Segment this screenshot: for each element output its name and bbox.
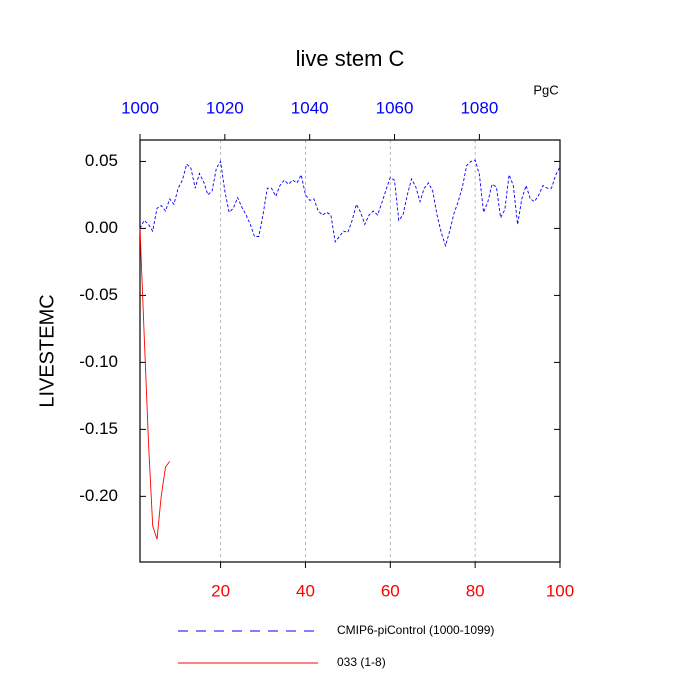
x2-tick-label: 1060	[376, 98, 414, 117]
units-label: PgC	[533, 82, 558, 97]
y-axis-label: LIVESTEMC	[36, 294, 58, 407]
y-tick-label: -0.10	[79, 352, 118, 371]
y-tick-label: -0.15	[79, 419, 118, 438]
x-tick-label: 100	[546, 581, 574, 600]
y-tick-label: -0.05	[79, 285, 118, 304]
y-tick-label: 0.00	[85, 218, 118, 237]
y-tick-label: 0.05	[85, 151, 118, 170]
legend-label: 033 (1-8)	[337, 655, 386, 669]
x-tick-label: 60	[381, 581, 400, 600]
x-tick-label: 80	[466, 581, 485, 600]
x2-tick-label: 1040	[291, 98, 329, 117]
x2-tick-label: 1080	[460, 98, 498, 117]
x-tick-label: 40	[296, 581, 315, 600]
x-tick-label: 20	[211, 581, 230, 600]
plot-frame	[139, 139, 561, 563]
data-line	[139, 228, 171, 540]
data-line	[139, 159, 561, 248]
chart-title: live stem C	[296, 46, 405, 71]
legend-label: CMIP6-piControl (1000-1099)	[337, 623, 494, 637]
x2-tick-label: 1020	[206, 98, 244, 117]
y-tick-label: -0.20	[79, 486, 118, 505]
x2-tick-label: 1000	[121, 98, 159, 117]
